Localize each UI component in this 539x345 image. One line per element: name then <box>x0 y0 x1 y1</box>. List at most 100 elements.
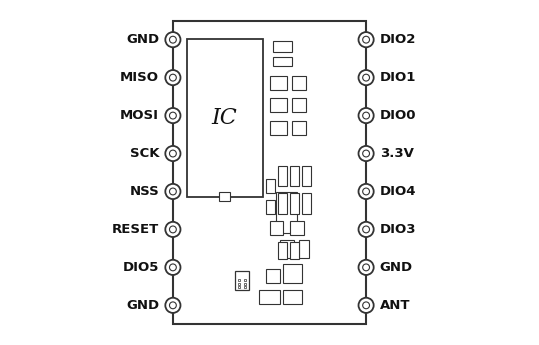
Circle shape <box>358 222 374 237</box>
Text: GND: GND <box>126 299 159 312</box>
Text: SCK: SCK <box>130 147 159 160</box>
Bar <box>171 147 173 160</box>
Bar <box>238 279 240 281</box>
Circle shape <box>363 188 370 195</box>
Bar <box>290 166 299 186</box>
Circle shape <box>358 146 374 161</box>
Bar <box>270 121 287 135</box>
Circle shape <box>169 150 176 157</box>
Text: MOSI: MOSI <box>120 109 159 122</box>
Text: RESET: RESET <box>112 223 159 236</box>
Bar <box>235 271 249 290</box>
Circle shape <box>363 112 370 119</box>
Circle shape <box>165 260 181 275</box>
Text: DIO4: DIO4 <box>380 185 416 198</box>
Bar <box>290 241 299 259</box>
Text: MISO: MISO <box>120 71 159 84</box>
Circle shape <box>363 226 370 233</box>
Bar <box>284 264 302 283</box>
Bar <box>244 286 246 288</box>
Bar <box>270 98 287 112</box>
Bar <box>292 98 306 112</box>
Circle shape <box>165 146 181 161</box>
Bar <box>366 185 368 198</box>
Circle shape <box>363 36 370 43</box>
Bar <box>266 179 275 193</box>
Text: IC: IC <box>212 107 238 129</box>
Circle shape <box>169 226 176 233</box>
Circle shape <box>169 264 176 271</box>
Bar <box>366 33 368 46</box>
Bar <box>278 193 287 214</box>
Bar <box>284 290 302 304</box>
Bar <box>244 279 246 281</box>
Bar <box>299 240 309 257</box>
Bar <box>244 283 246 285</box>
Bar <box>278 166 287 186</box>
Circle shape <box>169 188 176 195</box>
Circle shape <box>169 36 176 43</box>
Text: DIO5: DIO5 <box>123 261 159 274</box>
Bar <box>238 283 240 285</box>
Bar <box>186 39 262 197</box>
Bar <box>171 299 173 312</box>
Text: DIO3: DIO3 <box>380 223 416 236</box>
Bar <box>366 299 368 312</box>
Bar <box>277 192 297 233</box>
Circle shape <box>363 264 370 271</box>
Circle shape <box>358 70 374 85</box>
Text: DIO1: DIO1 <box>380 71 416 84</box>
Bar <box>266 269 280 283</box>
Text: DIO0: DIO0 <box>380 109 416 122</box>
Bar <box>278 241 287 259</box>
Text: NSS: NSS <box>129 185 159 198</box>
Circle shape <box>165 298 181 313</box>
Bar <box>366 71 368 84</box>
Circle shape <box>358 298 374 313</box>
Text: 3.3V: 3.3V <box>380 147 413 160</box>
Bar <box>171 109 173 122</box>
Bar <box>290 221 304 235</box>
Circle shape <box>165 184 181 199</box>
Bar <box>292 121 306 135</box>
Text: ANT: ANT <box>380 299 410 312</box>
Bar <box>292 76 306 90</box>
Bar <box>219 193 230 201</box>
Circle shape <box>363 74 370 81</box>
Bar <box>290 193 299 214</box>
Bar <box>219 193 230 201</box>
Circle shape <box>169 112 176 119</box>
Circle shape <box>165 70 181 85</box>
Bar <box>171 33 173 46</box>
Bar <box>366 109 368 122</box>
Circle shape <box>165 32 181 47</box>
Bar <box>171 185 173 198</box>
Bar <box>171 223 173 236</box>
Bar <box>171 261 173 274</box>
Bar <box>173 21 366 324</box>
Text: DIO2: DIO2 <box>380 33 416 46</box>
Circle shape <box>358 32 374 47</box>
Bar <box>171 71 173 84</box>
Bar <box>302 166 311 186</box>
Circle shape <box>165 108 181 123</box>
Circle shape <box>169 302 176 309</box>
Bar <box>270 221 284 235</box>
Bar <box>302 193 311 214</box>
Bar <box>273 41 292 52</box>
Circle shape <box>169 74 176 81</box>
Bar <box>280 240 294 257</box>
Bar <box>273 57 292 66</box>
Text: GND: GND <box>126 33 159 46</box>
Bar <box>270 76 287 90</box>
Bar <box>366 147 368 160</box>
Circle shape <box>363 150 370 157</box>
Bar <box>238 286 240 288</box>
Circle shape <box>165 222 181 237</box>
Bar <box>366 223 368 236</box>
Bar <box>266 200 275 214</box>
Circle shape <box>358 184 374 199</box>
Text: GND: GND <box>380 261 413 274</box>
Bar <box>366 261 368 274</box>
Circle shape <box>363 302 370 309</box>
